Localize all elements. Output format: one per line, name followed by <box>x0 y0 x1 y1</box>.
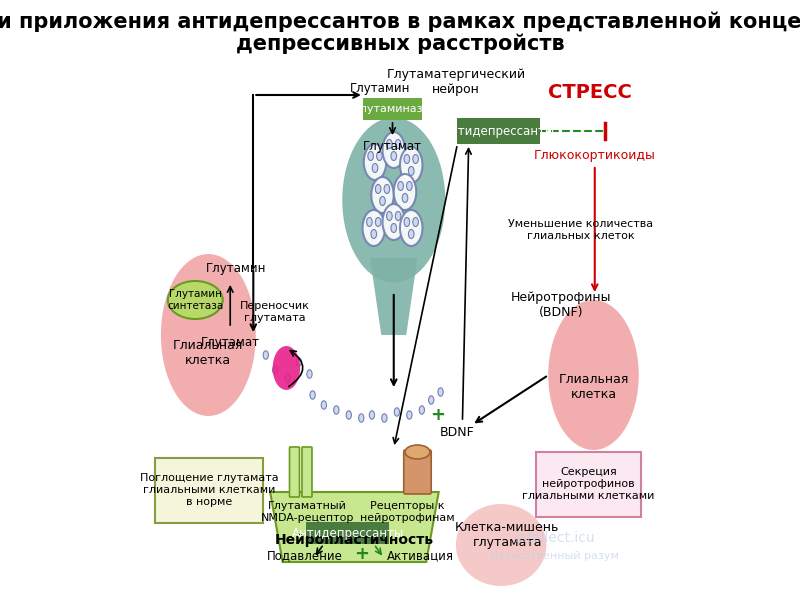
Text: Рецепторы к
нейротрофинам: Рецепторы к нейротрофинам <box>360 501 455 523</box>
Text: Секреция
нейротрофинов
глиальными клетками: Секреция нейротрофинов глиальными клетка… <box>522 468 654 501</box>
Circle shape <box>273 346 300 390</box>
Ellipse shape <box>548 300 638 450</box>
Circle shape <box>377 152 382 160</box>
Circle shape <box>386 211 392 220</box>
Circle shape <box>409 166 414 175</box>
Circle shape <box>394 174 416 210</box>
FancyBboxPatch shape <box>290 447 299 497</box>
Ellipse shape <box>161 254 256 416</box>
Circle shape <box>395 211 401 220</box>
Circle shape <box>346 411 351 419</box>
Circle shape <box>391 152 397 160</box>
Bar <box>362 98 422 120</box>
Bar <box>155 458 262 523</box>
Text: intellect.icu: intellect.icu <box>514 531 595 545</box>
Circle shape <box>394 408 399 416</box>
Circle shape <box>384 185 390 194</box>
Circle shape <box>402 194 408 202</box>
Text: Антидепрессанты: Антидепрессанты <box>291 526 404 539</box>
Circle shape <box>419 406 425 414</box>
Text: Подавление: Подавление <box>267 549 343 562</box>
Circle shape <box>334 406 339 414</box>
Circle shape <box>371 177 394 213</box>
Circle shape <box>362 210 385 246</box>
Circle shape <box>406 182 412 191</box>
Circle shape <box>409 230 414 239</box>
Text: Активация: Активация <box>386 549 454 562</box>
Circle shape <box>380 197 386 205</box>
Text: Глутаматный
NMDA-рецептор: Глутаматный NMDA-рецептор <box>261 501 354 523</box>
Text: Клетка-мишень
глутамата: Клетка-мишень глутамата <box>455 521 559 549</box>
Ellipse shape <box>456 504 546 586</box>
Text: Глутамин
синтетаза: Глутамин синтетаза <box>167 289 223 311</box>
Circle shape <box>375 217 381 227</box>
Circle shape <box>400 210 422 246</box>
Circle shape <box>273 366 278 374</box>
Circle shape <box>391 224 397 233</box>
Text: Глюкокортикоиды: Глюкокортикоиды <box>534 149 656 162</box>
Circle shape <box>370 411 374 419</box>
Circle shape <box>386 140 392 149</box>
Text: Глиальная
клетка: Глиальная клетка <box>558 373 629 401</box>
Text: +: + <box>354 545 369 563</box>
Text: Антидепрессанты: Антидепрессанты <box>442 124 554 137</box>
Text: BDNF: BDNF <box>440 426 475 439</box>
Circle shape <box>285 374 290 382</box>
Text: Нейротрофины
(BDNF): Нейротрофины (BDNF) <box>510 291 611 319</box>
Circle shape <box>368 152 374 160</box>
Circle shape <box>406 411 412 419</box>
Circle shape <box>375 185 381 194</box>
Circle shape <box>413 155 418 163</box>
Circle shape <box>310 391 315 399</box>
Text: Глутаминаза: Глутаминаза <box>354 104 430 114</box>
Text: СТРЕСС: СТРЕСС <box>549 82 632 101</box>
Text: Точки приложения антидепрессантов в рамках представленной концепции: Точки приложения антидепрессантов в рамк… <box>0 12 800 32</box>
Ellipse shape <box>405 445 430 459</box>
Text: Глутамин: Глутамин <box>350 82 410 95</box>
Circle shape <box>404 217 410 227</box>
Circle shape <box>263 351 269 359</box>
Circle shape <box>400 147 422 183</box>
Circle shape <box>382 132 405 168</box>
Circle shape <box>438 388 443 396</box>
Bar <box>536 452 641 517</box>
Bar <box>306 522 389 544</box>
Text: Глутамат: Глутамат <box>201 336 260 349</box>
Text: Глиальная
клетка: Глиальная клетка <box>173 339 243 367</box>
Circle shape <box>429 396 434 404</box>
Polygon shape <box>270 492 438 562</box>
Circle shape <box>382 414 387 422</box>
Circle shape <box>398 182 403 191</box>
Text: депрессивных расстройств: депрессивных расстройств <box>236 34 564 54</box>
Text: Нейропластичность: Нейропластичность <box>275 533 434 547</box>
Circle shape <box>404 155 410 163</box>
Circle shape <box>307 370 312 378</box>
Bar <box>458 118 540 144</box>
FancyBboxPatch shape <box>302 447 312 497</box>
Ellipse shape <box>342 117 446 282</box>
Text: Глутамат: Глутамат <box>363 140 422 153</box>
Circle shape <box>322 401 326 409</box>
Text: Поглощение глутамата
глиальными клетками
в норме: Поглощение глутамата глиальными клетками… <box>140 474 278 507</box>
Circle shape <box>296 358 302 366</box>
Circle shape <box>366 217 372 227</box>
Text: Глутамин: Глутамин <box>206 262 266 275</box>
Ellipse shape <box>168 281 222 319</box>
Text: Искусственный разум: Искусственный разум <box>490 551 619 561</box>
Text: +: + <box>430 406 445 424</box>
Circle shape <box>372 163 378 172</box>
Circle shape <box>358 414 364 422</box>
Text: Глутаматергический
нейрон: Глутаматергический нейрон <box>386 68 526 96</box>
Circle shape <box>413 217 418 227</box>
Polygon shape <box>370 258 418 335</box>
FancyBboxPatch shape <box>404 450 431 494</box>
Circle shape <box>364 144 386 180</box>
Circle shape <box>371 230 377 239</box>
Circle shape <box>395 140 401 149</box>
Text: Уменьшение количества
глиальных клеток: Уменьшение количества глиальных клеток <box>509 219 654 241</box>
Text: Переносчик
глутамата: Переносчик глутамата <box>240 301 310 323</box>
Circle shape <box>382 204 405 240</box>
